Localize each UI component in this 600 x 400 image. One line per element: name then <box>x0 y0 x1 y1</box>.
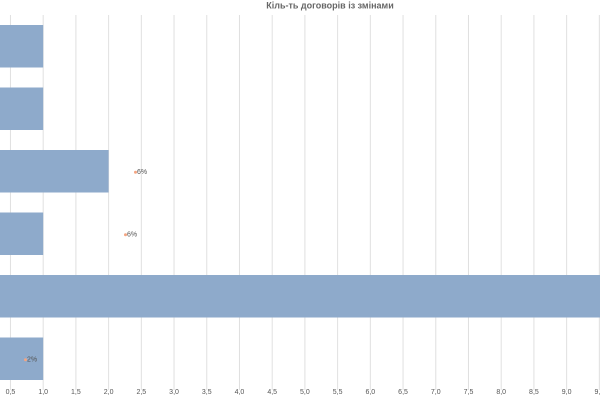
bar <box>0 25 44 68</box>
x-tick-label: 3,5 <box>202 389 212 396</box>
bar <box>0 150 109 193</box>
x-tick-label: 6,0 <box>365 389 375 396</box>
x-tick-label: 1,5 <box>71 389 81 396</box>
x-tick-label: 6,5 <box>398 389 408 396</box>
bar <box>0 275 600 318</box>
x-tick-label: 5,0 <box>300 389 310 396</box>
x-tick-label: 5,5 <box>333 389 343 396</box>
x-tick-label: 7,0 <box>431 389 441 396</box>
bar <box>0 212 44 255</box>
x-tick-label: 0,5 <box>6 389 16 396</box>
percent-marker <box>134 170 137 174</box>
percent-marker <box>124 233 127 237</box>
x-tick-label: 1,0 <box>38 389 48 396</box>
x-tick-label: 2,0 <box>104 389 114 396</box>
percent-marker <box>24 358 27 362</box>
x-tick-label: 3,0 <box>169 389 179 396</box>
percent-label: 6% <box>137 169 147 176</box>
x-tick-label: 7,5 <box>464 389 474 396</box>
x-tick-label: 8,0 <box>496 389 506 396</box>
bar <box>0 337 44 380</box>
chart-title: Кіль-ть договорів із змінами <box>266 0 393 10</box>
x-tick-label: 9,0 <box>562 389 572 396</box>
x-tick-label: 4,5 <box>267 389 277 396</box>
bar <box>0 87 44 130</box>
percent-label: 6% <box>127 232 137 239</box>
x-tick-label: 9,5 <box>594 389 600 396</box>
percent-label: 2% <box>27 357 37 364</box>
x-tick-label: 8,5 <box>529 389 539 396</box>
x-tick-label: 4,0 <box>235 389 245 396</box>
x-tick-label: 2,5 <box>136 389 146 396</box>
